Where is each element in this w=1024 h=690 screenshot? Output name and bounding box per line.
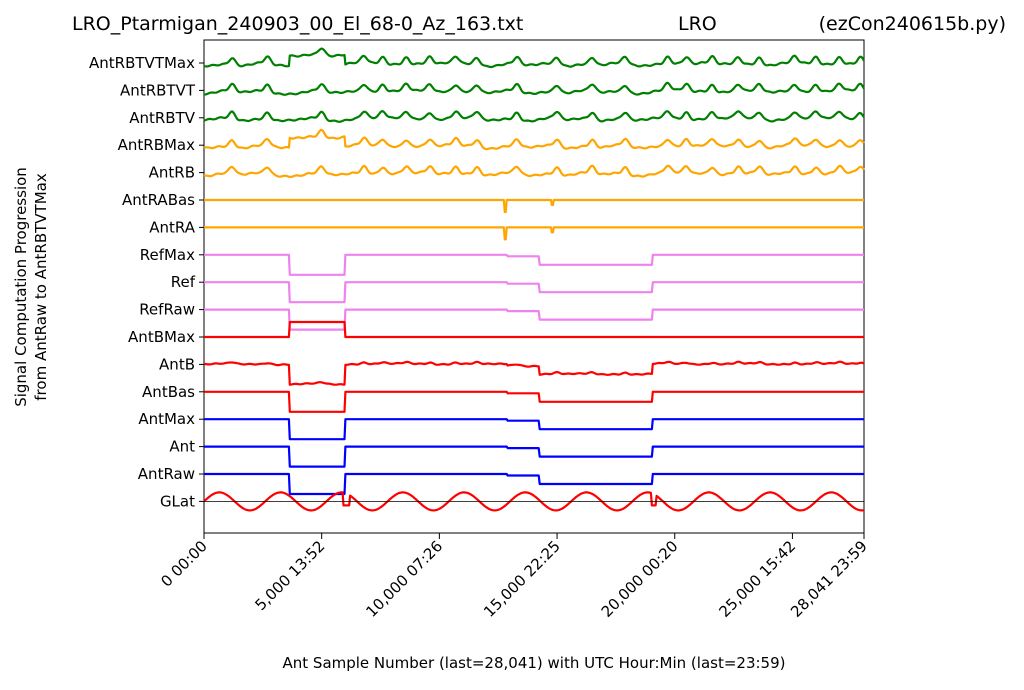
plot-frame — [203, 39, 865, 534]
series-line-glat — [203, 491, 865, 512]
series-line-antmax — [203, 418, 865, 441]
chart-title-left: LRO_Ptarmigan_240903_00_El_68-0_Az_163.t… — [72, 13, 523, 35]
y-tick-label-antrbtv: AntRBTV — [129, 109, 196, 127]
y-tick-label-antrbtvtmax: AntRBTVTMax — [89, 54, 195, 72]
x-tick-label: 15,000 22:25 — [480, 537, 564, 621]
y-tick-label-antrbmax: AntRBMax — [118, 136, 195, 154]
series-line-refraw — [203, 308, 865, 331]
y-tick-label-antbas: AntBas — [142, 383, 195, 401]
chart-title-right: (ezCon240615b.py) — [819, 13, 1006, 35]
y-tick-label-ref: Ref — [171, 273, 196, 291]
y-tick-label-ant: Ant — [169, 438, 195, 456]
y-tick-label-antraw: AntRaw — [138, 465, 195, 483]
series-line-antrbtvt — [203, 81, 865, 96]
series-line-antra — [203, 226, 865, 241]
y-tick-label-refmax: RefMax — [140, 246, 195, 264]
series-line-antraw — [203, 472, 865, 496]
series-line-ref — [203, 281, 865, 304]
series-line-ant — [203, 445, 865, 468]
x-tick-label: 28,041 23:59 — [787, 537, 871, 621]
y-axis-label-line1: Signal Computation Progression — [12, 167, 30, 407]
y-tick-labels: AntRBTVTMax AntRBTVT AntRBTV AntRBMax AntRB A… — [89, 54, 204, 510]
series-line-antrbmax — [203, 128, 865, 151]
y-axis-label-line2: from AntRaw to AntRBTVTMax — [32, 173, 50, 401]
y-tick-label-glat: GLat — [160, 492, 195, 510]
series-line-antrb — [203, 164, 865, 178]
series-line-antrbtv — [203, 109, 865, 123]
series-line-antbmax — [203, 320, 865, 339]
series-line-antrabas — [203, 198, 865, 214]
x-axis-label: Ant Sample Number (last=28,041) with UTC… — [283, 654, 786, 672]
y-tick-label-antrbtvt: AntRBTVT — [120, 81, 196, 99]
chart-title-center: LRO — [678, 13, 717, 35]
y-tick-label-antra: AntRA — [149, 218, 195, 236]
series-line-antrbtvtmax — [203, 47, 865, 69]
y-tick-label-antb: AntB — [159, 355, 195, 373]
y-tick-label-antmax: AntMax — [138, 410, 195, 428]
x-tick-label: 10,000 07:26 — [362, 537, 446, 621]
plot-area — [203, 39, 865, 534]
x-tick-label: 20,000 00:20 — [598, 537, 682, 621]
series-line-antbas — [203, 390, 865, 413]
y-tick-label-antrabas: AntRABas — [122, 191, 195, 209]
x-tick-label: 5,000 13:52 — [251, 537, 328, 614]
y-tick-label-refraw: RefRaw — [139, 301, 195, 319]
series-line-refmax — [203, 253, 865, 276]
series-line-antb — [203, 360, 865, 386]
y-tick-label-antbmax: AntBMax — [128, 328, 195, 346]
x-tick-labels: 0 00:00 5,000 13:52 10,000 07:26 15,000 22:… — [157, 533, 871, 621]
x-tick-label: 0 00:00 — [157, 537, 210, 590]
y-tick-label-antrb: AntRB — [149, 164, 195, 182]
